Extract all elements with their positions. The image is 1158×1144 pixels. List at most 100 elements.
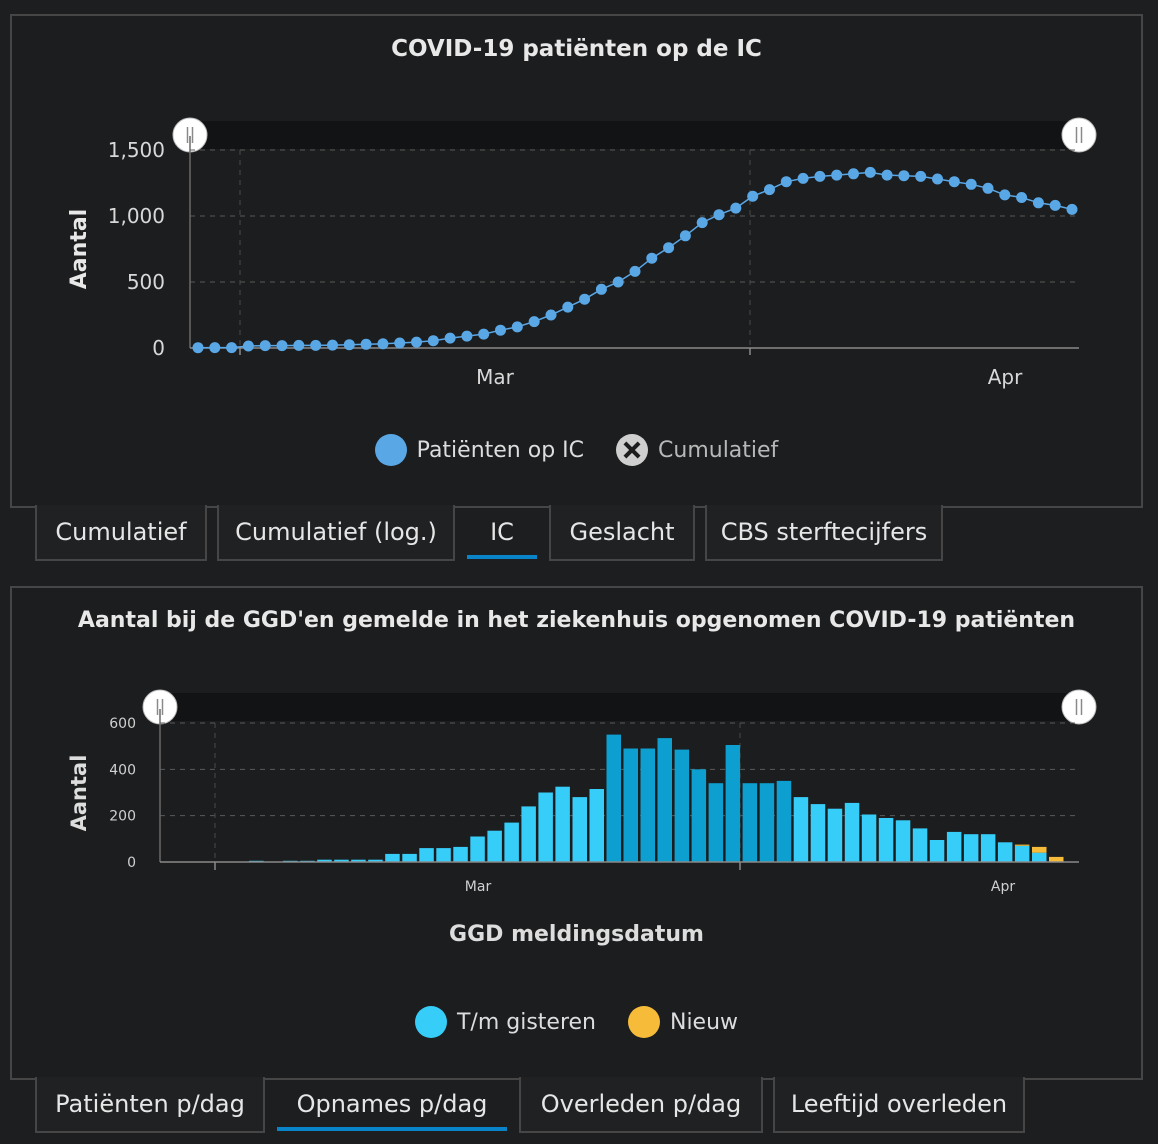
data-point	[226, 342, 238, 354]
data-point	[982, 182, 994, 194]
data-point	[948, 176, 960, 188]
tab-cumulatief-log[interactable]: Cumulatief (log.)	[217, 505, 455, 561]
bar	[470, 836, 485, 862]
tab-cumulatief[interactable]: Cumulatief	[35, 505, 207, 561]
data-point	[764, 184, 775, 196]
data-point	[848, 168, 859, 180]
bar	[504, 822, 519, 862]
data-point	[1049, 199, 1061, 211]
ic-chart-legend: Patiënten op IC Cumulatief	[12, 434, 1141, 466]
y-tick-label: 200	[109, 809, 136, 825]
bar	[725, 745, 741, 862]
bar	[997, 842, 1013, 862]
x-tick-label: Mar	[465, 879, 492, 895]
ic-chart-panel: COVID-19 patiënten op de IC 0 500 1,000 1,5…	[10, 14, 1143, 508]
bar	[623, 748, 638, 862]
data-point	[209, 342, 221, 354]
bar	[776, 780, 792, 862]
bar	[640, 748, 655, 862]
bar	[453, 846, 468, 862]
data-point	[612, 276, 624, 288]
data-point	[747, 190, 759, 202]
ic-line-chart: 0 500 1,000 1,500 Mar Apr Aantal	[67, 117, 1097, 389]
legend-item-nieuw[interactable]: Nieuw	[627, 1006, 738, 1038]
data-point	[831, 169, 843, 181]
opnames-chart-panel: Aantal bij de GGD'en gemelde in het ziek…	[10, 586, 1143, 1080]
data-point	[663, 242, 675, 254]
bar-nieuw	[1032, 846, 1047, 853]
bar	[844, 802, 860, 862]
legend-item-cumulatief[interactable]: Cumulatief	[616, 434, 778, 466]
legend-item-tm-gisteren[interactable]: T/m gisteren	[414, 1006, 596, 1038]
data-point	[1066, 203, 1078, 215]
legend-disabled-x-icon	[616, 434, 649, 466]
data-point	[915, 170, 927, 182]
y-tick-label: 1,000	[108, 204, 165, 228]
y-tick-label: 0	[152, 336, 165, 360]
bar	[1032, 852, 1047, 862]
tab-patienten-p-dag[interactable]: Patiënten p/dag	[35, 1077, 265, 1133]
data-point	[646, 252, 658, 264]
bar	[402, 853, 417, 862]
data-point	[780, 176, 792, 188]
bar	[674, 749, 690, 862]
legend-item-patienten-op-ic[interactable]: Patiënten op IC	[374, 434, 585, 466]
bar-nieuw	[1014, 844, 1030, 846]
tab-overleden-p-dag[interactable]: Overleden p/dag	[519, 1077, 763, 1133]
bar	[708, 783, 724, 862]
y-tick-label: 600	[109, 716, 136, 732]
range-slider-right-handle[interactable]	[1061, 689, 1097, 725]
data-point	[999, 189, 1011, 201]
bar	[963, 834, 979, 862]
y-tick-label: 1,500	[108, 138, 165, 162]
bar	[759, 783, 775, 862]
bar	[555, 786, 570, 862]
legend-label: Patiënten op IC	[416, 437, 585, 463]
ic-chart-tabs: Cumulatief Cumulatief (log.) IC Geslacht…	[35, 505, 943, 563]
data-point	[377, 338, 389, 350]
x-tick-label: Apr	[988, 365, 1023, 389]
data-point	[797, 172, 809, 184]
data-point	[276, 340, 288, 352]
tab-opnames-p-dag[interactable]: Opnames p/dag	[275, 1077, 509, 1133]
x-tick-label: Apr	[991, 879, 1015, 895]
bar	[946, 831, 962, 862]
data-point	[713, 209, 725, 221]
bar	[487, 830, 502, 862]
tab-cbs-sterftecijfers[interactable]: CBS sterftecijfers	[705, 505, 943, 561]
legend-label: T/m gisteren	[456, 1009, 596, 1035]
bar-nieuw	[1049, 856, 1064, 862]
tab-ic[interactable]: IC	[465, 505, 539, 561]
bar	[878, 818, 894, 862]
tab-geslacht[interactable]: Geslacht	[549, 505, 695, 561]
bar	[317, 859, 332, 862]
legend-label: Cumulatief	[658, 437, 779, 463]
data-point	[511, 321, 523, 333]
data-point	[444, 332, 456, 344]
data-point	[864, 166, 876, 178]
data-point	[528, 316, 540, 328]
tab-leeftijd-overleden[interactable]: Leeftijd overleden	[773, 1077, 1025, 1133]
bar	[351, 859, 366, 862]
series-line	[197, 171, 1073, 349]
data-point	[242, 340, 254, 352]
opnames-bar-chart: 0 200 400 600 Mar Apr Aantal	[67, 689, 1097, 895]
y-axis-title: Aantal	[67, 755, 91, 832]
data-point	[293, 339, 305, 351]
data-point	[1032, 197, 1044, 209]
data-point	[343, 339, 355, 351]
opnames-chart-tabs: Patiënten p/dag Opnames p/dag Overleden …	[35, 1077, 1025, 1135]
bar	[895, 820, 911, 862]
bar	[589, 789, 604, 862]
range-slider-track	[190, 121, 1079, 149]
bar	[691, 769, 707, 862]
data-point	[545, 309, 557, 321]
data-point	[898, 170, 910, 182]
data-point	[461, 330, 473, 342]
data-point	[932, 173, 943, 185]
legend-dot-icon	[374, 434, 407, 466]
bar	[368, 859, 383, 862]
bar	[742, 783, 758, 862]
bar	[827, 808, 843, 862]
range-slider-right-handle[interactable]	[1061, 117, 1097, 153]
